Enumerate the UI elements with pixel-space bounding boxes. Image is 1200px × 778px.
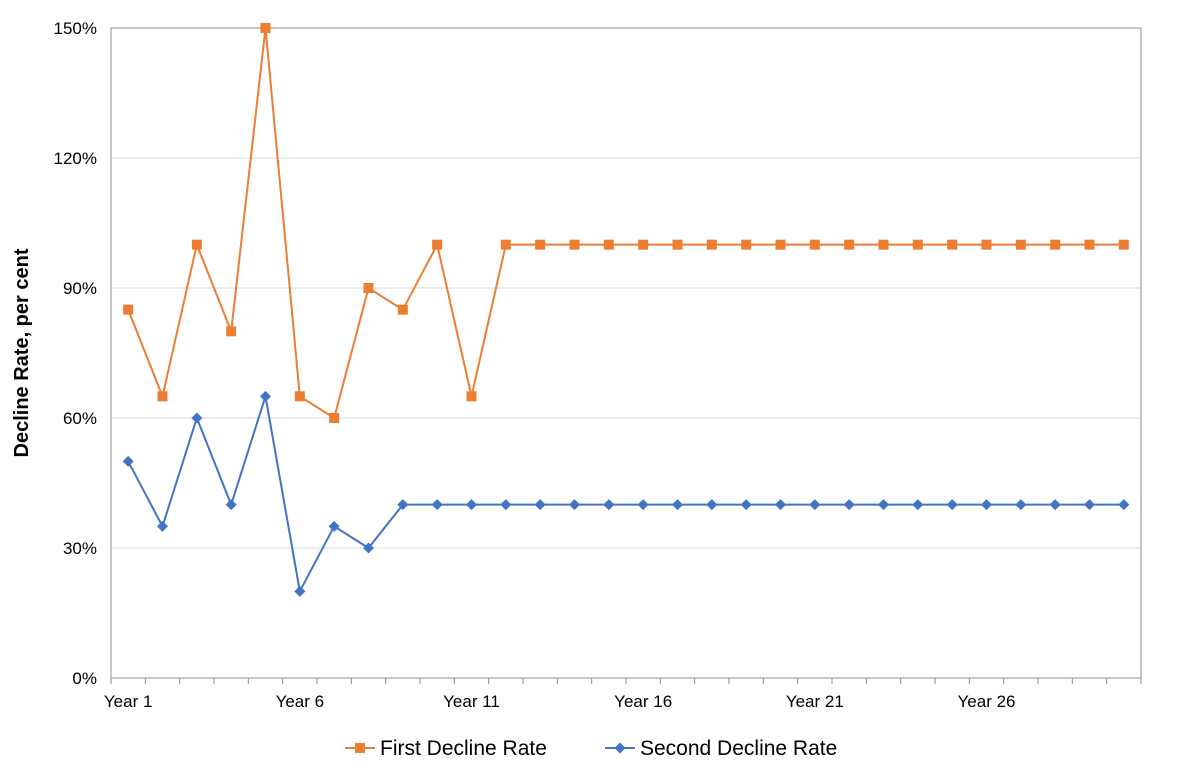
data-point (843, 499, 855, 511)
data-point (809, 499, 821, 511)
data-point (329, 413, 340, 423)
data-point (1118, 499, 1130, 511)
series-line (127, 395, 1124, 593)
x-tick-label: Year 11 (443, 692, 500, 711)
data-point (672, 499, 683, 511)
legend-marker (614, 742, 626, 754)
data-point (466, 499, 477, 511)
series-line (127, 27, 1124, 419)
y-tick-label: 30% (63, 539, 97, 558)
data-point (157, 520, 168, 532)
data-point (157, 391, 168, 402)
data-point (775, 239, 786, 250)
data-point (741, 239, 752, 250)
data-point (638, 239, 649, 250)
data-point (1050, 239, 1061, 250)
data-point (225, 499, 237, 511)
data-point (740, 499, 752, 511)
data-point (912, 499, 924, 511)
data-point (500, 499, 512, 511)
data-point (946, 499, 958, 511)
data-point (294, 585, 306, 597)
x-tick-label: Year 1 (104, 692, 153, 711)
data-point (878, 499, 889, 511)
data-point (809, 239, 820, 250)
series-second-decline-rate (122, 390, 1130, 597)
data-point (294, 391, 305, 402)
data-point (1015, 239, 1026, 250)
data-point (775, 499, 786, 511)
x-tick-label: Year 6 (276, 692, 325, 711)
y-tick-label: 0% (72, 669, 97, 688)
data-point (844, 239, 855, 250)
data-point (397, 499, 409, 511)
y-axis-title: Decline Rate, per cent (11, 248, 33, 457)
data-point (1084, 239, 1095, 250)
data-point (260, 390, 271, 402)
data-point (1118, 239, 1129, 250)
data-point (328, 520, 340, 532)
x-tick-label: Year 21 (786, 692, 844, 711)
data-point (226, 326, 237, 337)
data-point (947, 239, 958, 250)
y-tick-label: 90% (63, 279, 97, 298)
legend-item: First Decline Rate (345, 737, 547, 760)
x-tick-label: Year 26 (958, 692, 1016, 711)
data-point (912, 239, 923, 250)
data-point (569, 239, 580, 250)
y-axis-ticks: 0% 30% 60% 90% 120% 150% (54, 19, 97, 688)
legend-item: Second Decline Rate (605, 737, 837, 760)
data-point (981, 239, 992, 250)
series-first-decline-rate (123, 23, 1129, 423)
data-point (1049, 499, 1061, 511)
data-point (431, 499, 443, 511)
legend: First Decline Rate Second Decline Rate (345, 737, 837, 760)
data-point (603, 239, 614, 250)
legend-marker (355, 743, 365, 753)
data-point (637, 499, 649, 511)
data-point (706, 239, 717, 250)
legend-label: First Decline Rate (380, 737, 547, 760)
data-point (260, 23, 271, 33)
data-point (569, 499, 580, 511)
data-point (981, 499, 992, 511)
series (122, 23, 1130, 597)
gridlines (111, 157, 1141, 549)
y-tick-label: 60% (63, 409, 97, 428)
y-tick-label: 150% (54, 19, 97, 38)
data-point (1084, 499, 1095, 511)
data-point (603, 499, 615, 511)
x-axis-ticks: Year 1 Year 6 Year 11 Year 16 Year 21 Year 26 (104, 678, 1142, 711)
data-point (123, 304, 134, 315)
data-point (397, 304, 408, 315)
data-point (672, 239, 683, 250)
y-tick-label: 120% (54, 149, 97, 168)
data-point (535, 239, 546, 250)
legend-label: Second Decline Rate (640, 737, 837, 760)
data-point (191, 412, 203, 424)
data-point (706, 499, 718, 511)
data-point (191, 239, 202, 250)
data-point (500, 239, 511, 250)
data-point (534, 499, 546, 511)
data-point (1015, 499, 1027, 511)
data-point (878, 239, 889, 250)
data-point (363, 283, 374, 293)
data-point (466, 391, 477, 402)
plot-area (110, 27, 1142, 679)
data-point (122, 455, 134, 467)
data-point (363, 542, 374, 554)
data-point (432, 239, 443, 250)
x-tick-label: Year 16 (614, 692, 672, 711)
